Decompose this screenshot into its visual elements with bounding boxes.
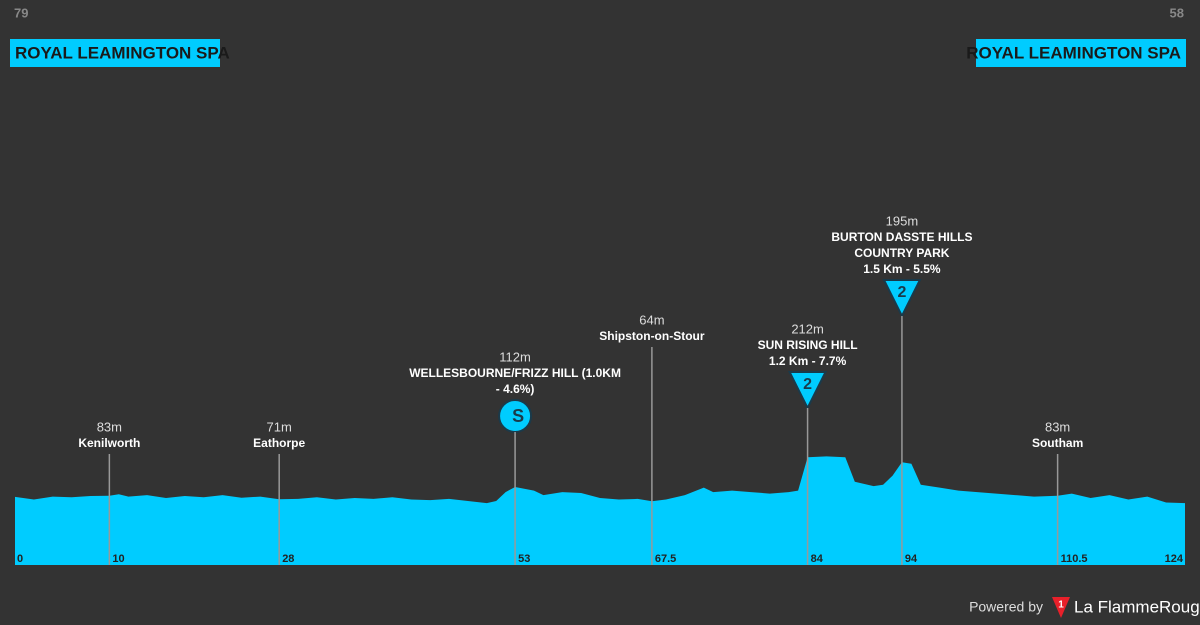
marker-name: COUNTRY PARK <box>854 246 949 260</box>
km-label: 28 <box>282 553 294 565</box>
climb-icon-text: 2 <box>803 376 812 393</box>
finish-badge <box>976 39 1186 67</box>
km-label: 94 <box>905 553 918 565</box>
powered-by: Powered by <box>969 599 1043 615</box>
marker-elevation: 83m <box>1045 419 1070 434</box>
marker-elevation: 112m <box>499 349 531 364</box>
marker-name: Shipston-on-Stour <box>599 329 705 343</box>
climb-icon <box>787 371 828 411</box>
logo-mark: 1 <box>1058 600 1064 611</box>
marker-elevation: 195m <box>886 213 919 228</box>
marker-name: Southam <box>1032 436 1083 450</box>
marker-elevation: 71m <box>267 419 292 434</box>
marker-elevation: 83m <box>97 419 122 434</box>
marker-name: Kenilworth <box>78 436 140 450</box>
marker-elevation: 212m <box>791 321 824 336</box>
marker-name: 1.2 Km - 7.7% <box>769 354 847 368</box>
km-label: 124 <box>1165 553 1184 565</box>
climb-icon-text: 2 <box>897 284 906 301</box>
elevation-profile <box>15 456 1185 565</box>
start-badge <box>10 39 220 67</box>
brand: La FlammeRouge <box>1074 597 1200 616</box>
km-label: 0 <box>17 553 23 565</box>
km-label: 84 <box>811 553 824 565</box>
finish-elevation: 58 <box>1170 5 1184 20</box>
km-label: 53 <box>518 553 530 565</box>
km-label: 67.5 <box>655 553 676 565</box>
km-label: 10 <box>112 553 124 565</box>
km-label: 110.5 <box>1061 553 1088 565</box>
marker-name: SUN RISING HILL <box>758 338 858 352</box>
marker-name: - 4.6%) <box>496 382 535 396</box>
marker-name: WELLESBOURNE/FRIZZ HILL (1.0KM <box>409 366 621 380</box>
marker-name: BURTON DASSTE HILLS <box>831 230 972 244</box>
sprint-icon-text: S <box>512 406 524 426</box>
finish-name: ROYAL LEAMINGTON SPA <box>966 43 1181 62</box>
start-elevation: 79 <box>14 5 28 20</box>
marker-name: 1.5 Km - 5.5% <box>863 262 941 276</box>
climb-icon <box>882 279 922 319</box>
logo-shield <box>1052 597 1070 618</box>
marker-elevation: 64m <box>639 312 664 327</box>
start-name: ROYAL LEAMINGTON SPA <box>15 43 230 62</box>
marker-name: Eathorpe <box>253 436 305 450</box>
